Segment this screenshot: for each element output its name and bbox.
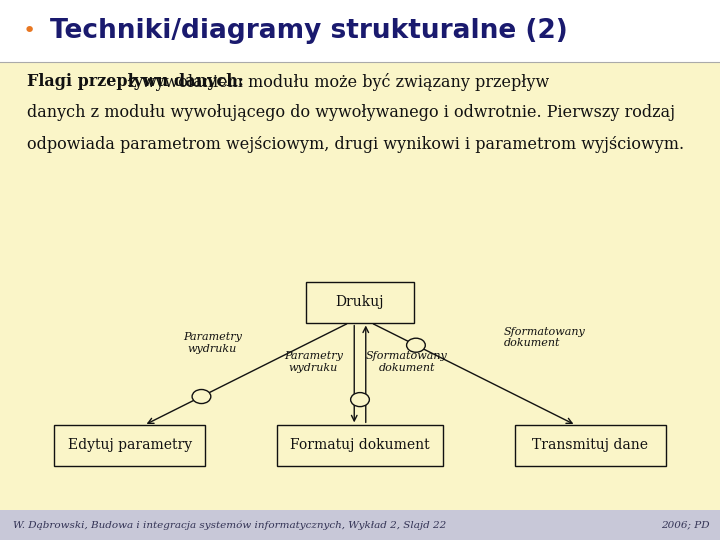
Text: Parametry
wydruku: Parametry wydruku <box>284 351 343 373</box>
Text: •: • <box>23 21 36 41</box>
Text: Parametry
wydruku: Parametry wydruku <box>183 332 242 354</box>
Text: odpowiada parametrom wejściowym, drugi wynikowi i parametrom wyjściowym.: odpowiada parametrom wejściowym, drugi w… <box>27 136 685 152</box>
Bar <box>0 0 720 62</box>
Text: Drukuj: Drukuj <box>336 295 384 309</box>
Text: W. Dąbrowski, Budowa i integracja systemów informatycznych, Wykład 2, Slajd 22: W. Dąbrowski, Budowa i integracja system… <box>13 521 446 530</box>
Text: z wywołaniem modułu może być związany przepływ: z wywołaniem modułu może być związany pr… <box>123 73 549 91</box>
Text: Sformatowany
dokument: Sformatowany dokument <box>366 351 448 373</box>
Text: Flagi przepływu danych:: Flagi przepływu danych: <box>27 73 244 90</box>
Bar <box>306 282 414 322</box>
Text: Techniki/diagramy strukturalne (2): Techniki/diagramy strukturalne (2) <box>50 18 568 44</box>
Text: Formatuj dokument: Formatuj dokument <box>290 438 430 453</box>
Text: danych z modułu wywołującego do wywoływanego i odwrotnie. Pierwszy rodzaj: danych z modułu wywołującego do wywoływa… <box>27 104 675 121</box>
Circle shape <box>192 389 211 403</box>
Circle shape <box>351 393 369 407</box>
Text: 2006; PD: 2006; PD <box>660 521 709 530</box>
Bar <box>0 510 720 540</box>
Bar <box>54 426 205 465</box>
Text: Edytuj parametry: Edytuj parametry <box>68 438 192 453</box>
Circle shape <box>407 338 426 352</box>
Text: Sformatowany
dokument: Sformatowany dokument <box>504 327 586 348</box>
Text: Transmituj dane: Transmituj dane <box>532 438 649 453</box>
Bar <box>277 426 443 465</box>
Bar <box>515 426 666 465</box>
